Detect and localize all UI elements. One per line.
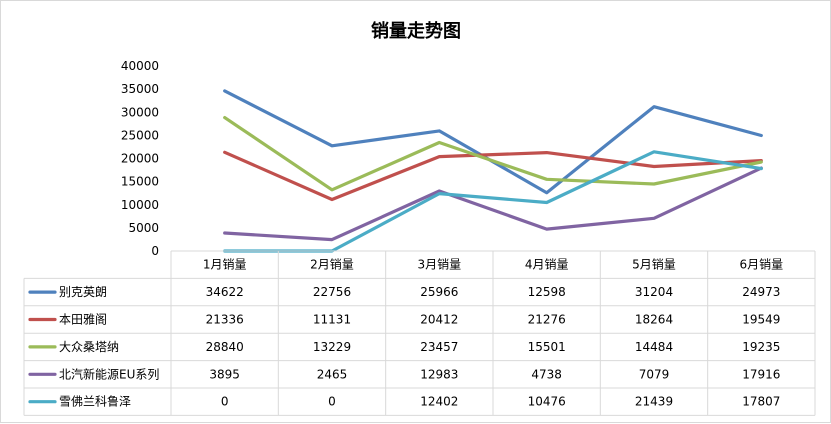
data-value: 11131 [313, 313, 351, 327]
data-value: 18264 [635, 313, 673, 327]
y-tick-label: 35000 [121, 82, 159, 96]
data-value: 12402 [420, 395, 458, 409]
data-value: 12598 [528, 285, 566, 299]
x-category-label: 1月销量 [203, 258, 247, 272]
y-tick-label: 20000 [121, 152, 159, 166]
y-tick-label: 10000 [121, 198, 159, 212]
data-value: 23457 [420, 340, 458, 354]
data-value: 22756 [313, 285, 351, 299]
x-category-label: 3月销量 [418, 258, 462, 272]
series-line-3 [223, 115, 763, 192]
series-line-4 [223, 166, 763, 242]
data-value: 13229 [313, 340, 351, 354]
data-value: 19235 [742, 340, 780, 354]
data-value: 17916 [742, 367, 780, 381]
data-value: 31204 [635, 285, 673, 299]
data-value: 28840 [206, 340, 244, 354]
data-value: 4738 [531, 367, 562, 381]
data-value: 14484 [635, 340, 673, 354]
data-value: 15501 [528, 340, 566, 354]
series-line-5 [223, 150, 763, 253]
series-name-1: 别克英朗 [59, 285, 107, 299]
data-value: 24973 [742, 285, 780, 299]
series-name-5: 雪佛兰科鲁泽 [59, 395, 131, 409]
y-tick-label: 15000 [121, 175, 159, 189]
series-line-2 [223, 150, 763, 202]
x-category-label: 6月销量 [740, 258, 784, 272]
data-value: 21439 [635, 395, 673, 409]
data-value: 12983 [420, 367, 458, 381]
data-value: 10476 [528, 395, 566, 409]
plot-lines [223, 89, 763, 253]
data-value: 21336 [206, 313, 244, 327]
data-value: 0 [328, 395, 336, 409]
x-category-label: 5月销量 [632, 258, 676, 272]
data-value: 3895 [209, 367, 240, 381]
data-value: 2465 [317, 367, 348, 381]
chart-title: 销量走势图 [371, 20, 461, 42]
y-tick-label: 25000 [121, 128, 159, 142]
data-value: 34622 [206, 285, 244, 299]
data-value: 19549 [742, 313, 780, 327]
data-value: 20412 [420, 313, 458, 327]
y-tick-label: 30000 [121, 105, 159, 119]
data-value: 0 [221, 395, 229, 409]
y-axis: 0 5000 10000 15000 20000 25000 30000 35000 40000 [121, 59, 159, 258]
y-tick-label: 5000 [128, 221, 159, 235]
y-tick-label: 0 [151, 244, 159, 258]
y-tick-label: 40000 [121, 59, 159, 73]
x-category-label: 2月销量 [310, 258, 354, 272]
series-name-2: 本田雅阁 [59, 312, 107, 327]
data-value: 25966 [420, 285, 458, 299]
x-category-label: 4月销量 [525, 258, 569, 272]
data-value: 17807 [742, 395, 780, 409]
series-name-4: 北汽新能源EU系列 [59, 366, 159, 381]
series-name-3: 大众桑塔纳 [59, 340, 119, 354]
data-value: 7079 [639, 367, 670, 381]
data-value: 21276 [528, 313, 566, 327]
